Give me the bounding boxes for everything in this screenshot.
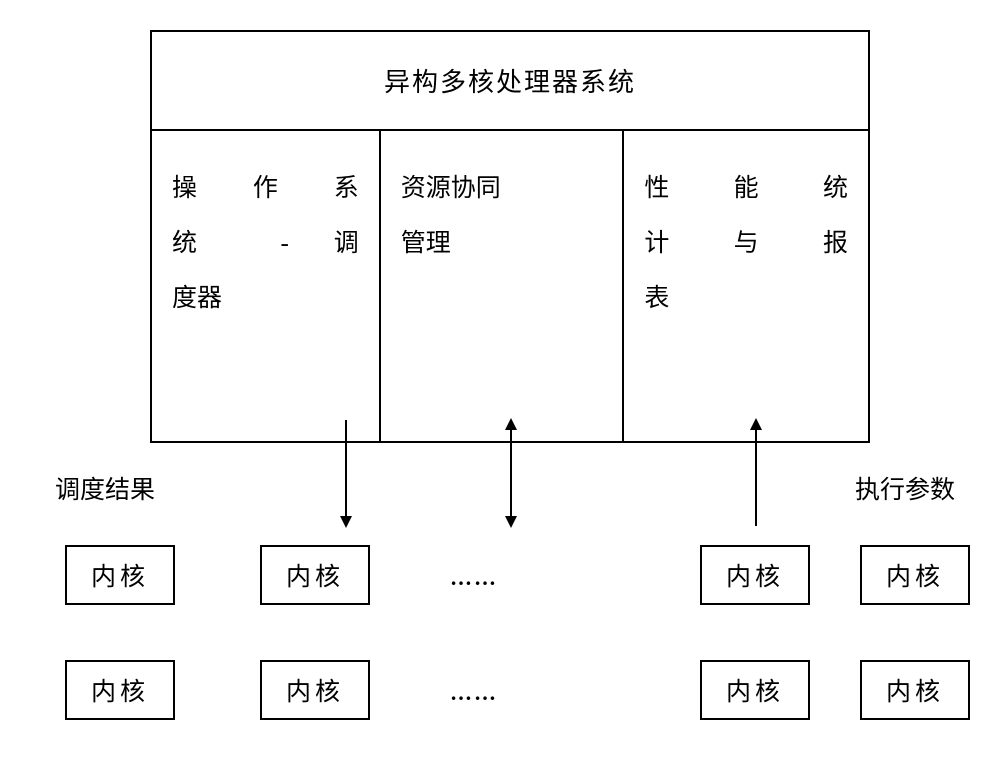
- main-system-box: 异构多核处理器系统 操作系 统 - 调 度器 资源协同 管理 性能统 计与报 表: [150, 30, 870, 443]
- system-diagram: 异构多核处理器系统 操作系 统 - 调 度器 资源协同 管理 性能统 计与报 表…: [0, 0, 1000, 773]
- resource-mgmt-column: 资源协同 管理: [381, 131, 625, 441]
- ellipsis: ……: [450, 565, 498, 591]
- kernel-box: 内核: [860, 660, 970, 720]
- kernel-box: 内核: [260, 660, 370, 720]
- execution-params-label: 执行参数: [855, 470, 955, 506]
- system-title: 异构多核处理器系统: [152, 32, 868, 131]
- arrow-down: [338, 420, 354, 530]
- kernel-box: 内核: [700, 660, 810, 720]
- subsystem-columns: 操作系 统 - 调 度器 资源协同 管理 性能统 计与报 表: [152, 131, 868, 441]
- perf-stats-column: 性能统 计与报 表: [624, 131, 868, 441]
- kernel-box: 内核: [260, 545, 370, 605]
- os-scheduler-column: 操作系 统 - 调 度器: [152, 131, 381, 441]
- kernel-box: 内核: [65, 660, 175, 720]
- kernel-box: 内核: [860, 545, 970, 605]
- scheduling-result-label: 调度结果: [55, 470, 155, 506]
- kernel-box: 内核: [65, 545, 175, 605]
- arrow-bidirectional: [503, 418, 519, 530]
- arrow-up: [748, 418, 764, 528]
- kernel-box: 内核: [700, 545, 810, 605]
- ellipsis: ……: [450, 680, 498, 706]
